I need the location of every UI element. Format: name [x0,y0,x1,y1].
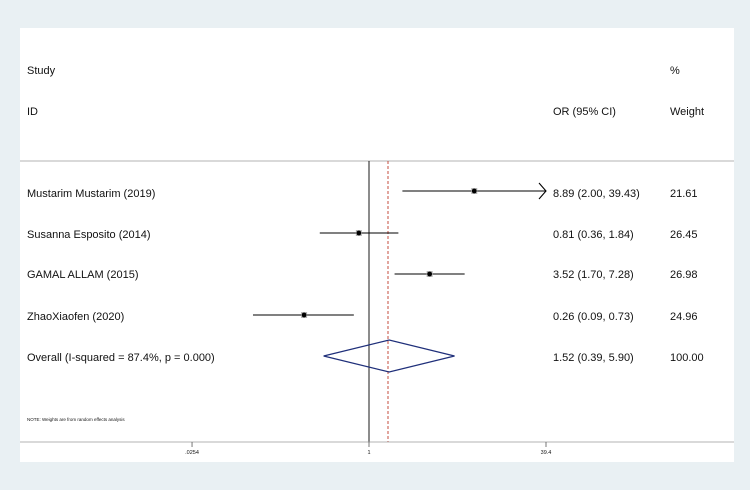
point-estimate [356,230,362,236]
ci-arrow [538,182,547,200]
forest-marks [252,182,547,373]
study-ci-text: 0.81 (0.36, 1.84) [553,229,634,241]
study-ci-text: 3.52 (1.70, 7.28) [553,269,634,281]
header-or-ci: OR (95% CI) [553,106,616,118]
study-weight: 24.96 [670,311,698,323]
overall-diamond [323,339,455,373]
weights-note: NOTE: Weights are from random effects an… [27,417,125,422]
header-study: Study [27,65,56,77]
study-weight: 26.98 [670,269,698,281]
x-tick-label: 1 [367,450,370,456]
study-ci-text: 8.89 (2.00, 39.43) [553,188,640,200]
forest-plot-panel: Study ID OR (95% CI) % Weight Mustarim M… [20,28,734,462]
point-estimate [301,312,307,318]
study-ci-text: 0.26 (0.09, 0.73) [553,311,634,323]
x-tick-label: .0254 [185,450,199,456]
overall-ci-text: 1.52 (0.39, 5.90) [553,352,634,364]
study-rows: Mustarim Mustarim (2019) 8.89 (2.00, 39.… [27,188,704,364]
point-estimate [471,188,477,194]
study-label: Susanna Esposito (2014) [27,229,151,241]
forest-plot: Study ID OR (95% CI) % Weight Mustarim M… [20,65,734,456]
study-label: ZhaoXiaofen (2020) [27,311,124,323]
overall-weight: 100.00 [670,352,704,364]
study-label: GAMAL ALLAM (2015) [27,269,138,281]
x-axis-ticks: .0254 1 39.4 [185,442,551,456]
point-estimate [427,271,433,277]
overall-label: Overall (I-squared = 87.4%, p = 0.000) [27,352,215,364]
study-label: Mustarim Mustarim (2019) [27,188,155,200]
header-weight: Weight [670,106,704,118]
x-tick-label: 39.4 [541,450,552,456]
study-weight: 21.61 [670,188,698,200]
study-weight: 26.45 [670,229,698,241]
header-percent: % [670,65,680,77]
header-id: ID [27,106,38,118]
